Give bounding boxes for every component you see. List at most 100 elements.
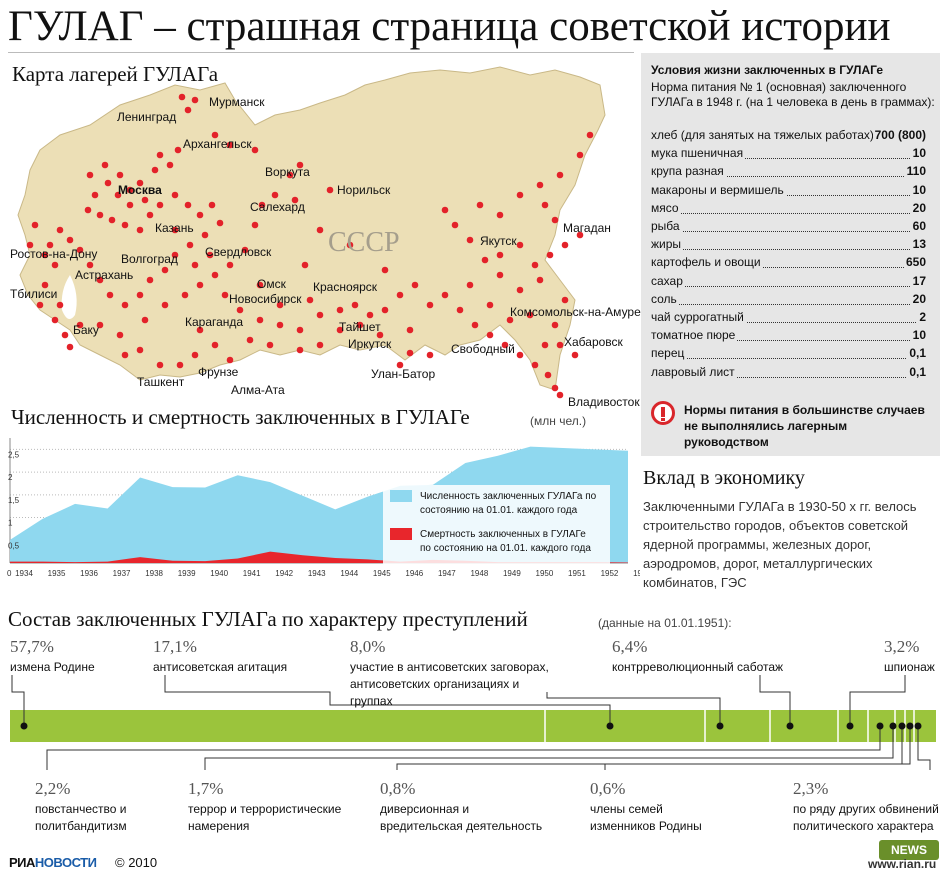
bottom-percent: 2,2%	[35, 779, 71, 798]
camp-dot	[336, 306, 344, 314]
camp-dot	[336, 326, 344, 334]
camp-dot	[191, 96, 199, 104]
camp-dot	[156, 151, 164, 159]
x-tick-labels: 0 1934 1935 1936 1937 1938 1939 1940 1941 1942 194…	[7, 569, 640, 578]
prisoners-chart: 0,5 1 1,5 2 2,5 0 1934 1935 1936 1937 1938 1939 194…	[7, 438, 640, 578]
camp-dot	[121, 351, 129, 359]
camp-dot	[296, 346, 304, 354]
bottom-percent: 0,6%	[590, 779, 626, 798]
camp-dot	[276, 301, 284, 309]
composition-note: (данные на 01.01.1951):	[598, 616, 732, 630]
camp-dot	[121, 221, 129, 229]
camp-dot	[208, 201, 216, 209]
city-label: Алма-Ата	[231, 383, 285, 397]
camp-dot	[441, 291, 449, 299]
legend-swatch	[390, 528, 412, 540]
camp-dot	[551, 216, 559, 224]
food-label: картофель и овощи	[651, 255, 763, 270]
camp-dot	[241, 246, 249, 254]
camp-dot	[221, 291, 229, 299]
bottom-percent: 2,3%	[793, 779, 829, 798]
camp-dot	[456, 306, 464, 314]
city-label: Комсомольск-на-Амуре	[510, 305, 641, 319]
food-row: картофель и овощи 650	[651, 255, 926, 273]
food-row: томатное пюре 10	[651, 328, 926, 346]
city-label: Баку	[73, 323, 99, 337]
city-label: Магадан	[563, 221, 611, 235]
y-tick-label: 2,5	[8, 450, 20, 459]
camp-dot	[114, 191, 122, 199]
camp-dot	[516, 191, 524, 199]
food-row: сахар 17	[651, 273, 926, 292]
food-label: крупа разная	[651, 164, 726, 179]
camp-dot	[61, 331, 69, 339]
caspian-sea	[61, 275, 77, 319]
food-value: 0,1	[907, 364, 926, 379]
camp-dot	[544, 371, 552, 379]
top-percent: 57,7%	[10, 637, 54, 656]
city-label: Астрахань	[75, 268, 134, 282]
camp-dot	[576, 231, 584, 239]
camp-dot	[156, 201, 164, 209]
camp-dot	[184, 201, 192, 209]
camp-dot	[41, 251, 49, 259]
leader-dot	[20, 722, 28, 730]
camp-dot	[161, 301, 169, 309]
leader-dot	[889, 722, 897, 730]
x-tick-label: 1952	[601, 569, 619, 578]
city-label: Новосибирск	[229, 292, 302, 306]
city-label: Омск	[257, 277, 286, 291]
food-label: макароны и вермишель	[651, 182, 786, 197]
camp-dot	[121, 301, 129, 309]
site-url: www.rian.ru	[868, 857, 937, 871]
conditions-title: Условия жизни заключенных в ГУЛАГе	[651, 63, 883, 77]
city-label: Архангельск	[183, 137, 252, 151]
camp-dot	[561, 296, 569, 304]
camp-dot	[196, 211, 204, 219]
food-row: чай суррогатный 2	[651, 310, 926, 328]
legend-swatch	[390, 490, 412, 502]
city-label: Улан-Батор	[371, 367, 436, 381]
x-tick-label: 1938	[145, 569, 163, 578]
camp-dot	[126, 186, 134, 194]
food-value: 110	[904, 164, 926, 179]
bottom-percent: 1,7%	[188, 779, 224, 798]
camp-dot	[516, 351, 524, 359]
camp-dot	[96, 321, 104, 329]
camp-dot	[296, 161, 304, 169]
x-tick-label: 1940	[210, 569, 228, 578]
food-label: жиры	[651, 237, 684, 252]
camp-dot	[536, 181, 544, 189]
camp-dot	[56, 226, 64, 234]
camp-dot	[51, 261, 59, 269]
leader-line	[849, 675, 906, 726]
camp-dot	[256, 281, 264, 289]
food-value: 13	[910, 237, 926, 252]
x-tick-label: 1934	[15, 569, 33, 578]
legend-label: Численность заключенных ГУЛАГа по состоян…	[420, 491, 597, 516]
camp-dot	[141, 316, 149, 324]
camp-dot	[506, 316, 514, 324]
camp-dot	[31, 221, 39, 229]
camp-dot	[586, 131, 594, 139]
camp-dot	[211, 341, 219, 349]
camp-dot	[161, 266, 169, 274]
camp-dot	[556, 171, 564, 179]
food-row: перец 0,1	[651, 346, 926, 364]
dotted-leader	[651, 194, 926, 196]
food-value: 17	[910, 273, 926, 288]
camp-dot	[276, 321, 284, 329]
gulag-map: СССР Мурманск Ленинград Архангельск Москва В…	[0, 55, 641, 410]
food-label: рыба	[651, 219, 682, 233]
camp-dot	[406, 349, 414, 357]
camp-dot	[236, 306, 244, 314]
camp-dot	[191, 261, 199, 269]
camp-dot	[136, 226, 144, 234]
camp-dot	[316, 226, 324, 234]
bottom-percent: 0,8%	[380, 779, 416, 798]
conditions-panel	[641, 53, 940, 456]
camp-dot	[256, 316, 264, 324]
city-label: Свердловск	[205, 245, 272, 259]
x-tick-label: 1941	[243, 569, 261, 578]
composition-title: Состав заключенных ГУЛАГа по характеру п…	[8, 607, 528, 631]
